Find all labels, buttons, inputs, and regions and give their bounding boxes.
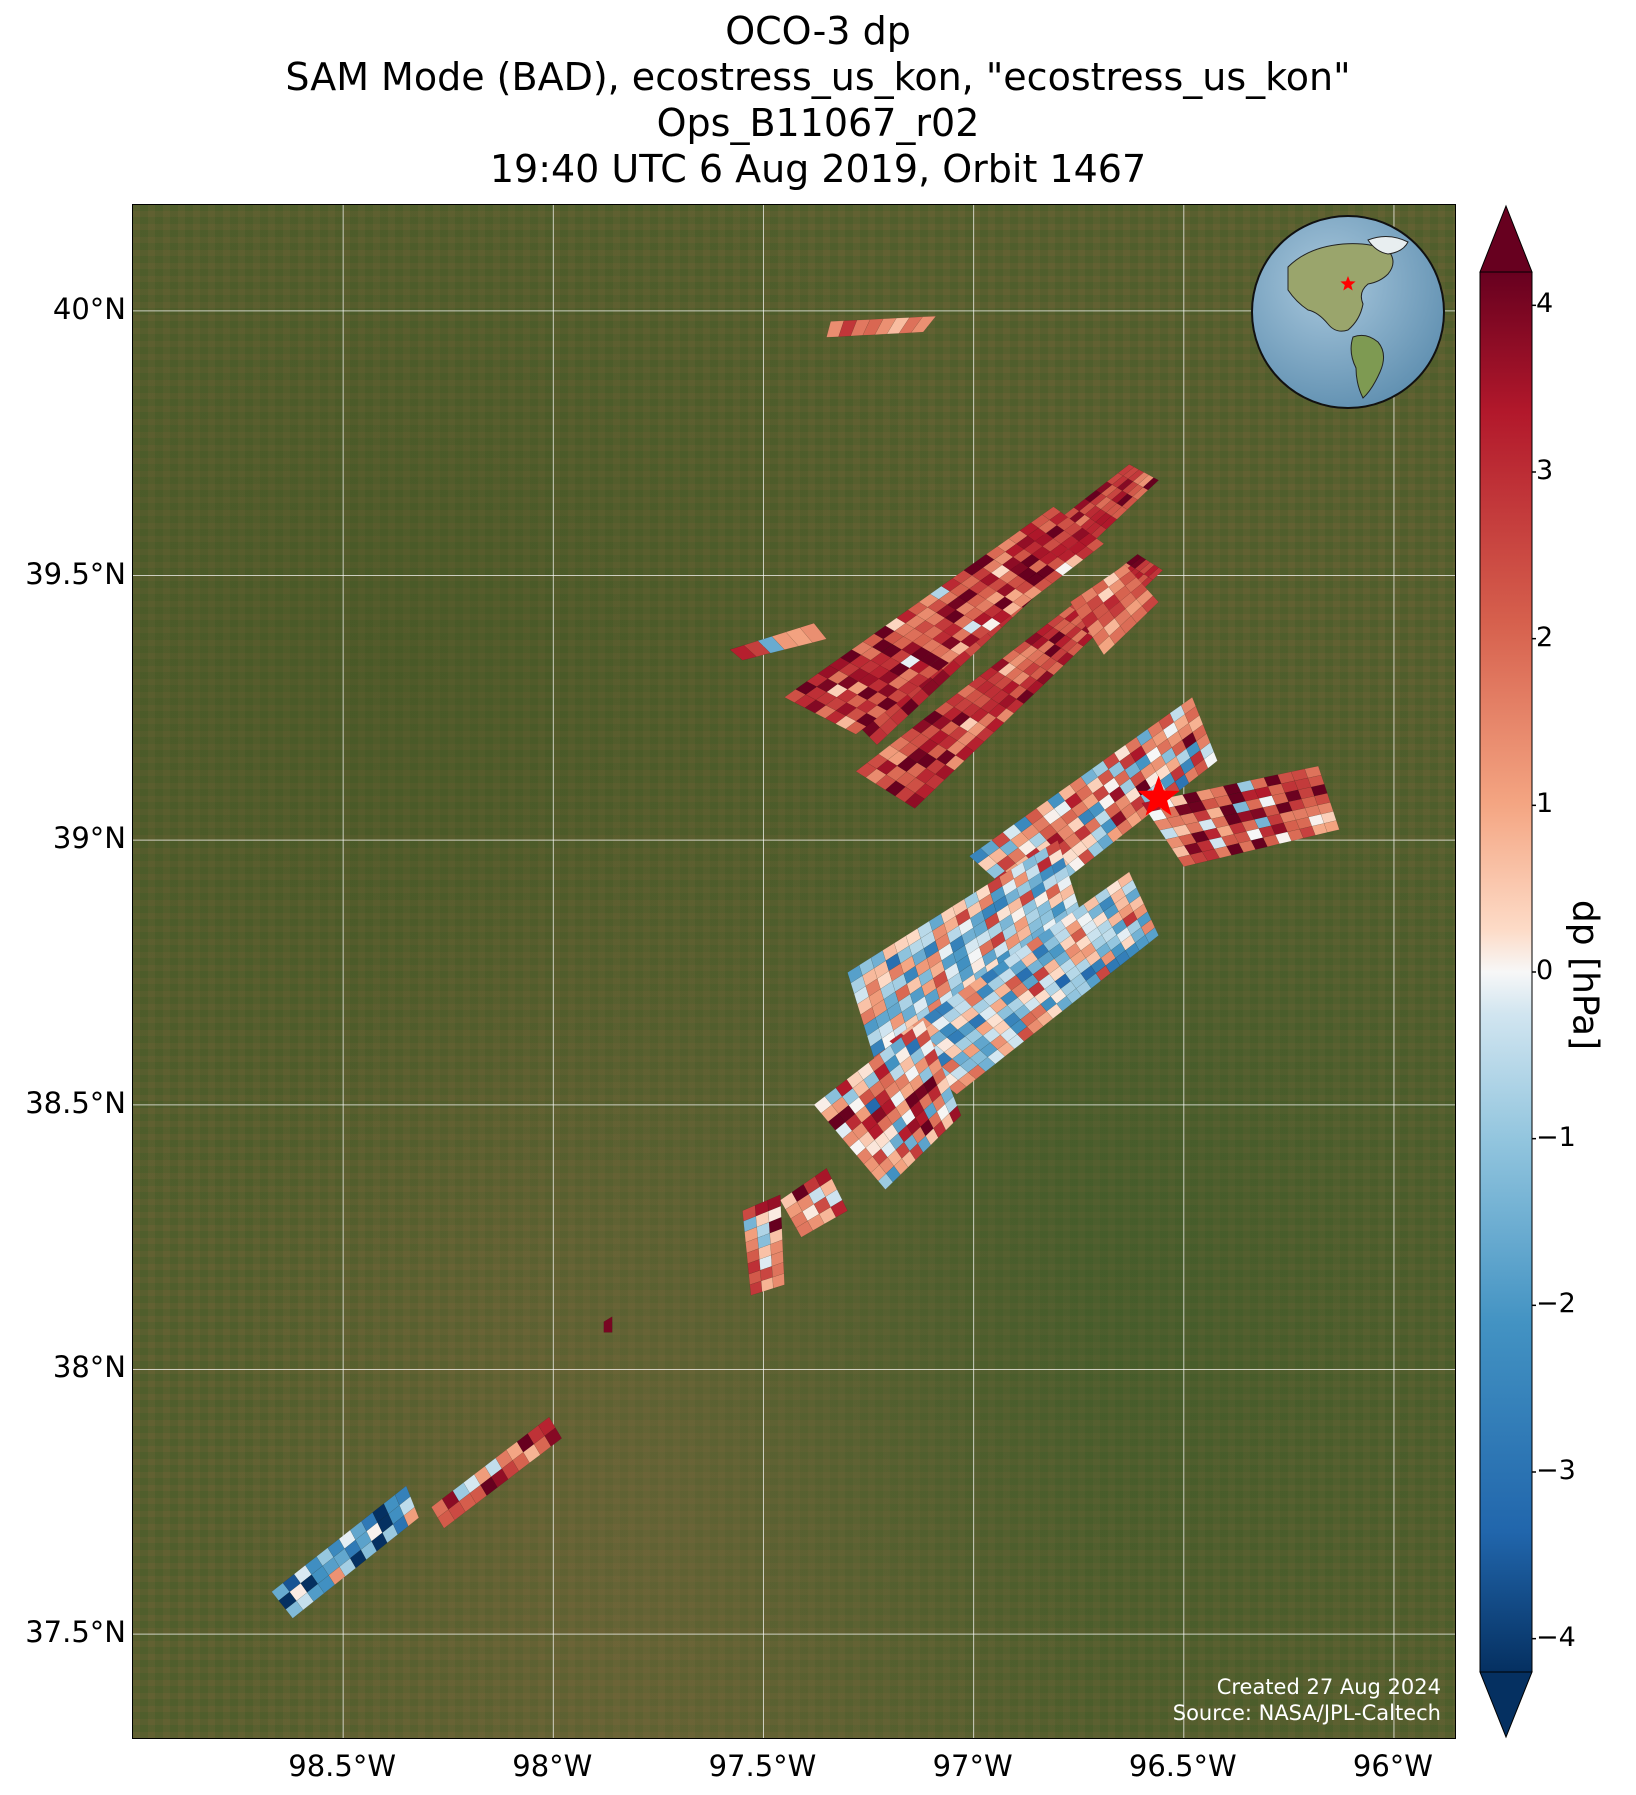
swath-top-sliver [826, 315, 937, 338]
swath-north-west-finger [729, 622, 827, 661]
dp-footprint [910, 315, 937, 333]
swath-scatter-mid [779, 1167, 848, 1238]
dp-footprint [1144, 927, 1159, 944]
dp-footprint [799, 622, 827, 643]
site-marker-layer [1137, 775, 1180, 816]
credit-text: Created 27 Aug 2024 Source: NASA/JPL-Cal… [1173, 1674, 1441, 1726]
north-america-landmass [1287, 243, 1394, 332]
latitude-tick-label: 38°N [52, 1350, 126, 1385]
source-credit: Source: NASA/JPL-Caltech [1172, 1701, 1441, 1725]
colorbar-label: dp [hPa] [1564, 899, 1606, 1051]
graticule [133, 205, 1455, 1738]
colorbar-tick-label: 2 [1536, 621, 1554, 653]
colorbar [1479, 204, 1536, 1739]
dp-footprint [948, 1105, 962, 1124]
swath-south-east-tail [1141, 765, 1340, 867]
map-panel: Created 27 Aug 2024 Source: NASA/JPL-Cal… [132, 204, 1456, 1739]
latitude-tick-label: 37.5°N [25, 1615, 126, 1650]
latitude-tick-label: 40°N [52, 291, 126, 326]
dp-footprint [1147, 567, 1164, 581]
south-america-landmass [1350, 334, 1384, 399]
colorbar-tick-label: 4 [1536, 288, 1554, 320]
dp-footprint [830, 1199, 848, 1218]
swath-southwest-lower [271, 1485, 420, 1619]
created-date: Created 27 Aug 2024 [1216, 1675, 1441, 1699]
swath-southwest-upper [431, 1416, 563, 1529]
longitude-tick-label: 96°W [1352, 1749, 1433, 1783]
title-line-1: OCO-3 dp [725, 9, 911, 53]
dp-footprint [1323, 820, 1340, 833]
greenland-landmass [1367, 236, 1409, 255]
colorbar-tick-label: 0 [1536, 955, 1554, 986]
latitude-tick-label: 39.5°N [25, 556, 126, 591]
colorbar-tick-label: 1 [1536, 788, 1554, 820]
colorbar-extend-min [1479, 1671, 1533, 1739]
dp-footprint [403, 1506, 420, 1527]
dp-footprint [544, 1427, 563, 1447]
colorbar-extend-max [1479, 204, 1533, 273]
longitude-tick-label: 98.5°W [288, 1749, 397, 1783]
colorbar-tick-label: −4 [1536, 1621, 1576, 1653]
dp-swaths [271, 315, 1340, 1619]
title-line-4: 19:40 UTC 6 Aug 2019, Orbit 1467 [489, 147, 1147, 191]
longitude-tick-label: 97°W [932, 1749, 1013, 1783]
dp-footprint [1085, 538, 1105, 553]
swath-south-tail [813, 1019, 962, 1190]
latitude-tick-label: 38.5°N [25, 1085, 126, 1120]
dp-footprint [1141, 595, 1159, 613]
colorbar-tick-label: 3 [1536, 455, 1554, 486]
colorbar-tick-label: −2 [1536, 1288, 1576, 1320]
globe-star-icon [1340, 276, 1356, 291]
swath-south-lower [889, 871, 1159, 1095]
longitude-tick-label: 97.5°W [708, 1749, 817, 1783]
swath-southwest-pixel [603, 1316, 613, 1333]
longitude-tick-label: 96.5°W [1128, 1749, 1237, 1783]
site-star-icon [1137, 775, 1180, 816]
colorbar-gradient [1479, 271, 1533, 1673]
longitude-tick-label: 98°W [512, 1749, 593, 1783]
colorbar-tick-label: −3 [1536, 1455, 1576, 1486]
plot-title: OCO-3 dp SAM Mode (BAD), ecostress_us_ko… [0, 8, 1636, 192]
colorbar-tick-label: −1 [1536, 1121, 1576, 1153]
inset-globe [1251, 215, 1445, 409]
dp-footprint [603, 1316, 613, 1333]
title-line-3: Ops_B11067_r02 [656, 101, 980, 145]
satellite-basemap [133, 205, 1455, 1738]
latitude-tick-label: 39°N [52, 821, 126, 856]
swath-north-east-block [1069, 564, 1159, 656]
map-overlay [133, 205, 1455, 1738]
colorbar-tick-marks [1532, 304, 1536, 1640]
swath-scatter-west [742, 1194, 785, 1296]
title-line-2: SAM Mode (BAD), ecostress_us_kon, "ecost… [285, 55, 1351, 99]
swath-north-middle [784, 506, 1105, 735]
dp-footprint [1203, 751, 1218, 769]
dp-footprint [1142, 477, 1160, 491]
dp-footprint [772, 1273, 785, 1289]
